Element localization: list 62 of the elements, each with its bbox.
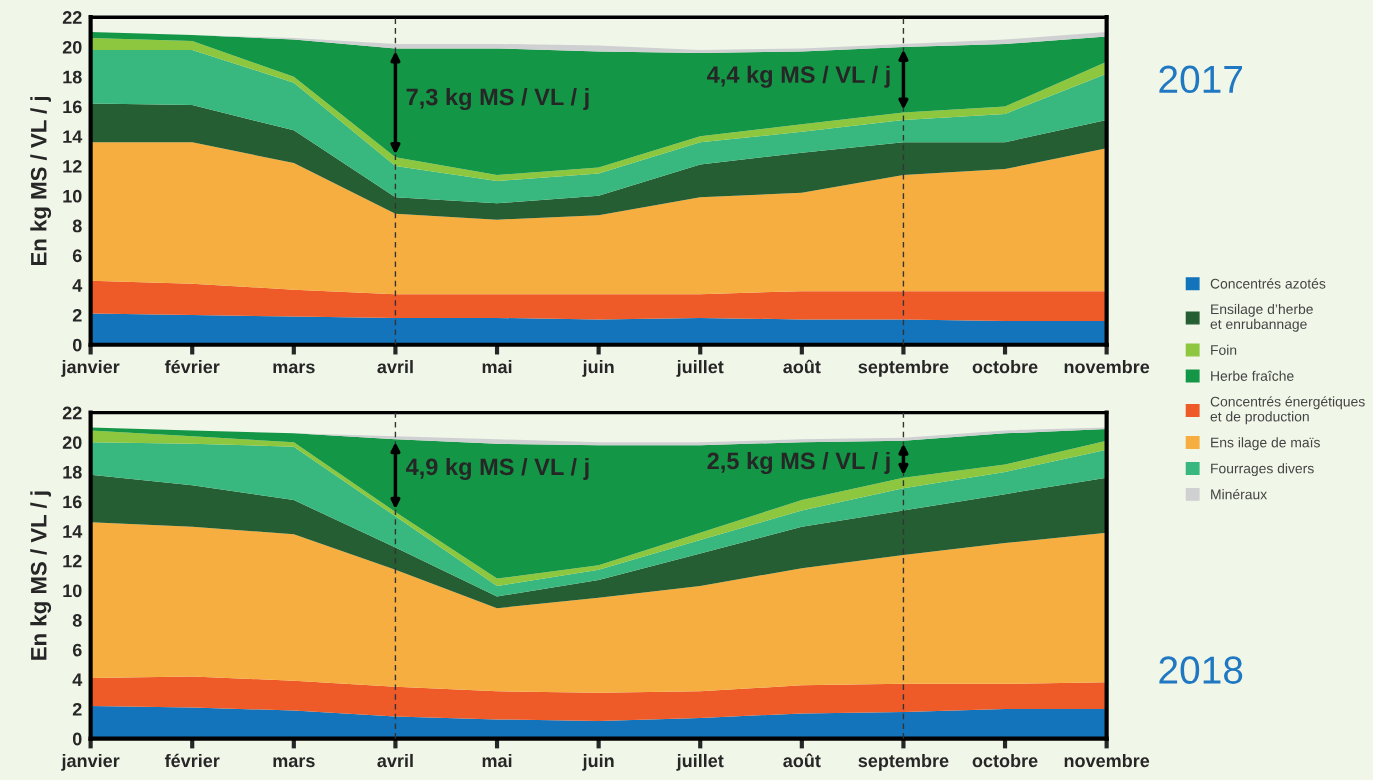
x-tick-label: mars [273,363,315,374]
legend-label: Herbe fraîche [1211,370,1294,381]
y-tick-label: 22 [62,406,82,420]
x-tick-label: janvier [61,360,120,377]
y-tick-label: 22 [62,11,82,24]
x-tick-label: août [783,359,821,374]
legend-label: Foin [1211,344,1237,355]
y-tick-label: 18 [63,465,82,479]
x-tick-label: juin [582,360,614,377]
x-tick-label: juillet [676,360,724,377]
y-tick-label: 20 [62,436,82,449]
text: 2017 [1159,65,1242,94]
y-tick-label: 6 [72,249,82,263]
legend-label: Concentrés azotés [1210,278,1326,289]
x-tick-label: février [164,753,220,768]
y-tick-label: 6 [72,643,82,657]
y-tick-label: 10 [63,584,82,598]
x-tick-label: novembre [1064,753,1150,768]
y-tick-label: 2 [72,308,82,322]
y-tick-label: 10 [63,189,82,203]
annotation: 4,4 kg MS / VL / j [707,65,890,88]
y-axis-title: En kg MS / VL / j [30,491,52,660]
y-tick-label: 18 [63,70,82,84]
y-axis-title: En kg MS / VL / j [30,96,52,266]
x-tick-label: juin [582,753,614,771]
x-tick-label: avril [377,360,413,374]
y-tick-label: 2 [72,702,82,716]
x-tick-label: septembre [858,360,949,377]
x-tick-label: octobre [972,360,1038,374]
y-tick-label: 14 [63,525,83,538]
x-tick-label: septembre [858,753,949,771]
x-tick-label: mars [273,757,315,768]
x-tick-label: mai [482,360,512,374]
y-tick-label: 4 [72,673,83,686]
x-tick-label: août [783,753,821,768]
x-tick-label: janvier [61,753,120,771]
y-tick-label: 8 [72,614,82,627]
legend-label: Minéraux [1211,488,1267,500]
legend-label: Concentrés énergétiques et de production [1210,396,1365,425]
y-tick-label: 8 [72,219,82,233]
y-tick-label: 20 [62,40,82,54]
y-tick-label: 12 [63,160,82,173]
legend-label: Ens ilage de maïs [1211,437,1320,451]
y-tick-label: 12 [63,554,82,568]
y-tick-label: 14 [63,130,83,143]
x-tick-label: novembre [1064,360,1150,374]
annotation: 4,9 kg MS / VL / j [405,457,589,480]
y-tick-label: 0 [72,338,82,352]
x-tick-label: mai [482,753,512,768]
annotation: 7,3 kg MS / VL / j [406,88,589,111]
x-tick-label: octobre [972,753,1038,768]
text: 2018 [1159,656,1243,684]
legend-label: Ensilage d’herbe et enrubannage [1210,303,1313,332]
y-tick-label: 4 [72,279,83,292]
x-tick-label: avril [377,753,413,768]
x-tick-label: juillet [676,753,724,771]
annotation: 2,5 kg MS / VL / j [707,451,890,475]
y-tick-label: 16 [63,495,82,509]
y-tick-label: 0 [72,732,82,746]
x-tick-label: février [164,359,220,374]
legend-label: Fourrages divers [1211,463,1314,477]
y-tick-label: 16 [63,100,82,114]
